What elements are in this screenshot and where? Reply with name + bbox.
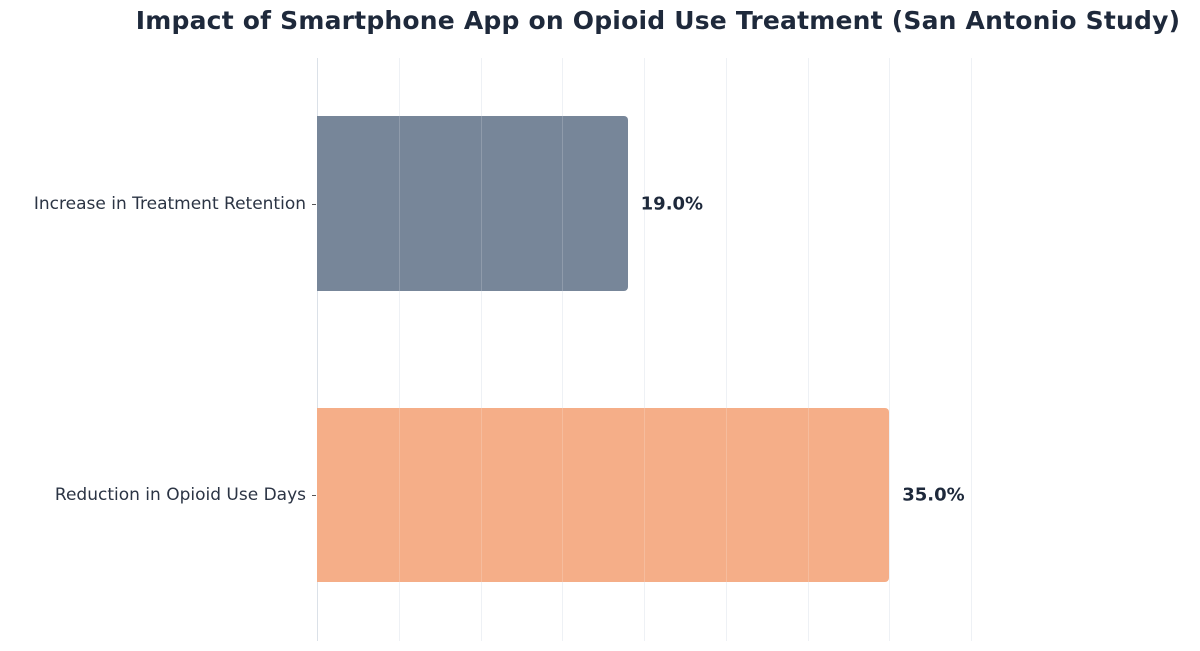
bar-value-label: 35.0% — [902, 484, 965, 506]
y-tick-mark — [312, 203, 316, 205]
x-gridline — [889, 58, 891, 641]
x-gridline — [562, 408, 564, 582]
y-tick-label: Increase in Treatment Retention — [33, 193, 306, 214]
x-gridline — [725, 408, 727, 582]
y-tick-mark — [312, 495, 316, 496]
bar-value-label: 19.0% — [640, 193, 704, 214]
x-gridline — [480, 116, 482, 291]
chart-title: Impact of Smartphone App on Opioid Use T… — [135, 6, 1181, 35]
x-gridline — [971, 58, 972, 641]
x-gridline — [480, 408, 482, 582]
y-axis-spine — [317, 58, 318, 641]
x-gridline — [725, 58, 727, 641]
x-gridline — [398, 408, 400, 582]
x-gridline — [398, 58, 400, 641]
x-gridline — [644, 408, 645, 582]
x-gridline — [807, 58, 809, 641]
x-gridline — [480, 58, 482, 641]
y-tick-label: Reduction in Opioid Use Days — [54, 485, 306, 505]
x-gridline — [807, 408, 809, 582]
x-gridline — [562, 58, 564, 641]
x-gridline — [644, 58, 645, 641]
x-gridline — [562, 116, 564, 291]
x-gridline — [398, 116, 400, 291]
plot-area — [317, 58, 1177, 641]
bar-2 — [317, 408, 890, 582]
bar-1 — [317, 116, 628, 291]
